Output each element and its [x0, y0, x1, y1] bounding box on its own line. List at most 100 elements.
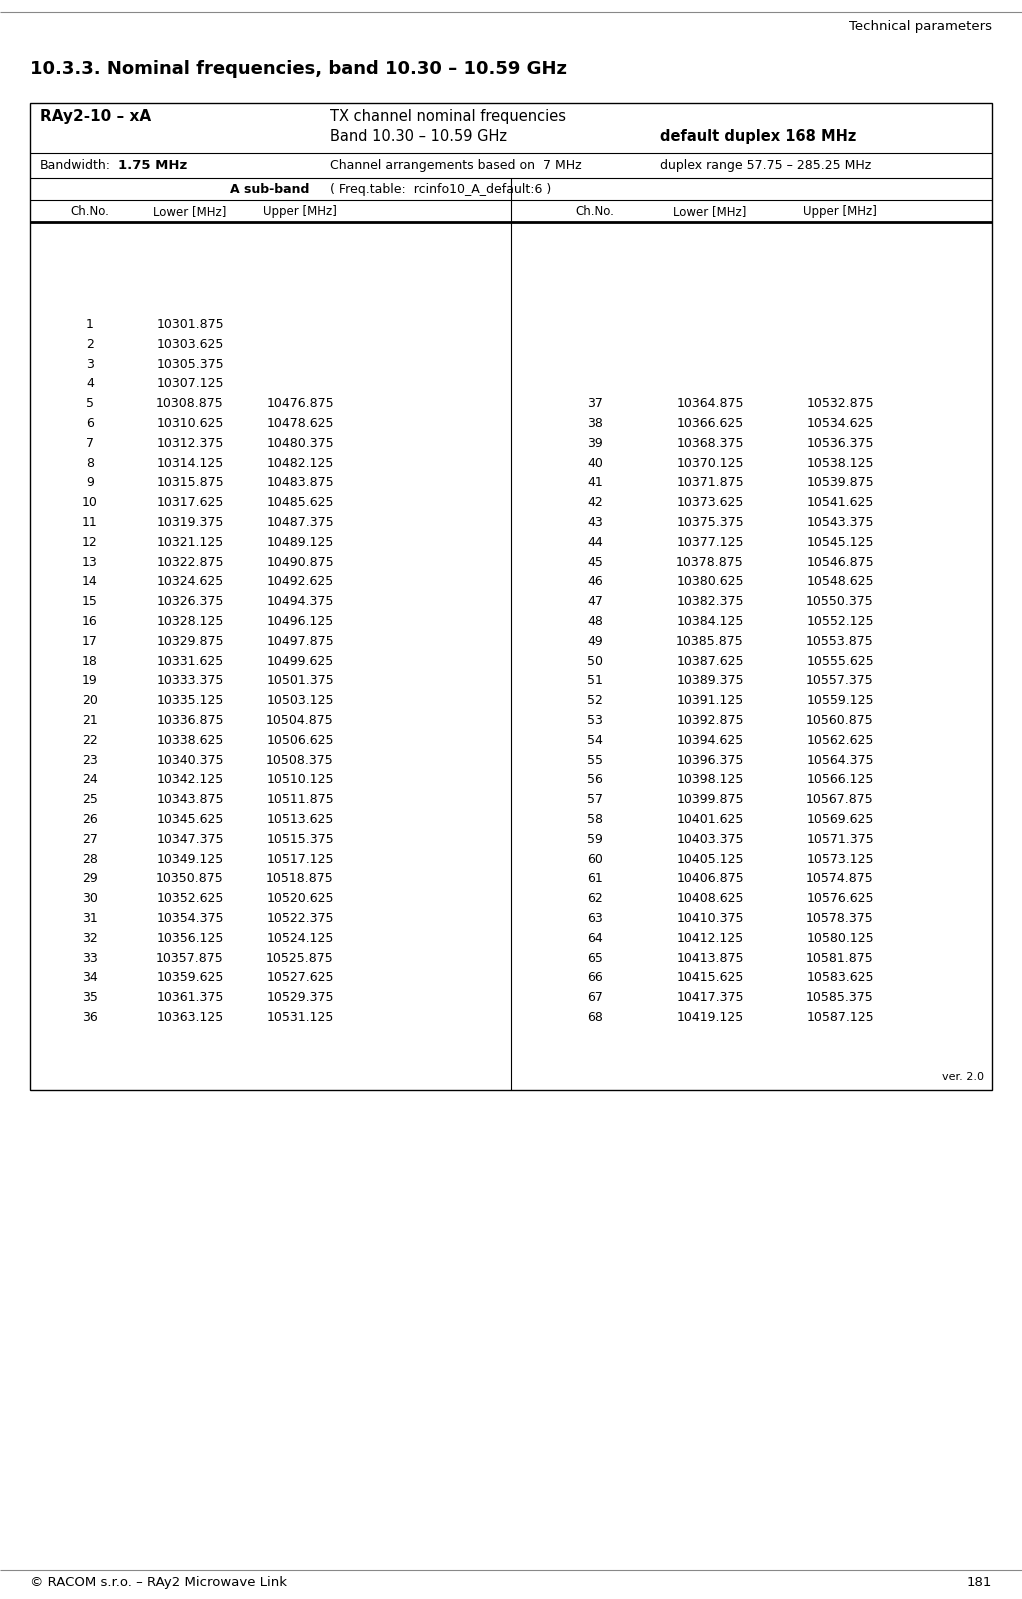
Text: 10567.875: 10567.875 [806, 793, 874, 806]
Text: 10548.625: 10548.625 [806, 576, 874, 588]
Text: 20: 20 [82, 694, 98, 707]
Text: 10345.625: 10345.625 [156, 812, 224, 827]
Text: 8: 8 [86, 457, 94, 470]
Text: 10385.875: 10385.875 [677, 635, 744, 648]
Text: 49: 49 [587, 635, 603, 648]
Text: 10378.875: 10378.875 [677, 555, 744, 569]
Text: 33: 33 [82, 951, 98, 964]
Text: 10518.875: 10518.875 [266, 873, 334, 886]
Text: 65: 65 [587, 951, 603, 964]
Text: 10308.875: 10308.875 [156, 397, 224, 411]
Text: 10321.125: 10321.125 [156, 536, 224, 548]
Text: 10326.375: 10326.375 [156, 595, 224, 608]
Text: 13: 13 [82, 555, 98, 569]
Text: 10531.125: 10531.125 [267, 1011, 334, 1023]
Text: 10398.125: 10398.125 [677, 774, 744, 787]
Text: 43: 43 [587, 516, 603, 529]
Text: Upper [MHz]: Upper [MHz] [803, 205, 877, 217]
Text: 10510.125: 10510.125 [267, 774, 334, 787]
Text: Lower [MHz]: Lower [MHz] [153, 205, 227, 217]
Text: 10387.625: 10387.625 [677, 654, 744, 668]
Text: 10578.375: 10578.375 [806, 911, 874, 924]
Text: 10557.375: 10557.375 [806, 675, 874, 688]
Text: 10317.625: 10317.625 [156, 496, 224, 508]
Text: 10483.875: 10483.875 [266, 477, 334, 489]
Text: 10543.375: 10543.375 [806, 516, 874, 529]
Text: 30: 30 [82, 892, 98, 905]
Text: 27: 27 [82, 833, 98, 846]
Text: 10373.625: 10373.625 [677, 496, 744, 508]
Text: 10476.875: 10476.875 [266, 397, 334, 411]
Text: 7: 7 [86, 437, 94, 449]
Text: 10559.125: 10559.125 [806, 694, 874, 707]
Text: 10303.625: 10303.625 [156, 337, 224, 350]
Text: 10538.125: 10538.125 [806, 457, 874, 470]
Text: 44: 44 [587, 536, 603, 548]
Text: 10508.375: 10508.375 [266, 753, 334, 766]
Text: 48: 48 [587, 616, 603, 628]
Text: 10571.375: 10571.375 [806, 833, 874, 846]
Text: 10352.625: 10352.625 [156, 892, 224, 905]
Text: 39: 39 [587, 437, 603, 449]
Text: ( Freq.table:  rcinfo10_A_default:6 ): ( Freq.table: rcinfo10_A_default:6 ) [330, 182, 551, 197]
Text: 10522.375: 10522.375 [267, 911, 334, 924]
Text: 55: 55 [587, 753, 603, 766]
Text: Channel arrangements based on  7 MHz: Channel arrangements based on 7 MHz [330, 158, 582, 173]
Text: 10: 10 [82, 496, 98, 508]
Text: 10560.875: 10560.875 [806, 715, 874, 728]
Text: 181: 181 [967, 1577, 992, 1589]
Text: 38: 38 [587, 417, 603, 430]
Text: 10406.875: 10406.875 [677, 873, 744, 886]
Text: 10564.375: 10564.375 [806, 753, 874, 766]
Text: 10552.125: 10552.125 [806, 616, 874, 628]
Text: 10401.625: 10401.625 [677, 812, 744, 827]
Text: 50: 50 [587, 654, 603, 668]
Text: 10499.625: 10499.625 [267, 654, 333, 668]
Text: 10562.625: 10562.625 [806, 734, 874, 747]
Text: 28: 28 [82, 852, 98, 865]
Text: 10583.625: 10583.625 [806, 972, 874, 985]
Text: 10366.625: 10366.625 [677, 417, 744, 430]
Text: 10364.875: 10364.875 [677, 397, 744, 411]
Text: 10529.375: 10529.375 [267, 991, 334, 1004]
Text: 23: 23 [82, 753, 98, 766]
Text: 10382.375: 10382.375 [677, 595, 744, 608]
Text: 4: 4 [86, 377, 94, 390]
Text: 16: 16 [82, 616, 98, 628]
Text: Lower [MHz]: Lower [MHz] [673, 205, 747, 217]
Text: 10363.125: 10363.125 [156, 1011, 224, 1023]
Text: 67: 67 [587, 991, 603, 1004]
Text: 10532.875: 10532.875 [806, 397, 874, 411]
Text: 3: 3 [86, 358, 94, 371]
Text: 10489.125: 10489.125 [267, 536, 334, 548]
Text: 10487.375: 10487.375 [266, 516, 334, 529]
Text: 22: 22 [82, 734, 98, 747]
Text: 10536.375: 10536.375 [806, 437, 874, 449]
Text: Ch.No.: Ch.No. [71, 205, 109, 217]
Text: 10394.625: 10394.625 [677, 734, 744, 747]
Text: 10310.625: 10310.625 [156, 417, 224, 430]
Text: 19: 19 [82, 675, 98, 688]
Text: 10478.625: 10478.625 [267, 417, 334, 430]
Text: 68: 68 [587, 1011, 603, 1023]
Text: 10338.625: 10338.625 [156, 734, 224, 747]
Text: 10305.375: 10305.375 [156, 358, 224, 371]
Text: 10347.375: 10347.375 [156, 833, 224, 846]
Text: 58: 58 [587, 812, 603, 827]
Text: default duplex 168 MHz: default duplex 168 MHz [660, 130, 856, 144]
Text: Ch.No.: Ch.No. [575, 205, 614, 217]
Text: 10525.875: 10525.875 [266, 951, 334, 964]
Text: 29: 29 [82, 873, 98, 886]
Text: 10389.375: 10389.375 [677, 675, 744, 688]
Text: 10534.625: 10534.625 [806, 417, 874, 430]
Text: 10482.125: 10482.125 [267, 457, 334, 470]
Text: 10392.875: 10392.875 [677, 715, 744, 728]
Text: 10566.125: 10566.125 [806, 774, 874, 787]
Text: 10485.625: 10485.625 [267, 496, 334, 508]
Text: 10349.125: 10349.125 [156, 852, 224, 865]
Text: 10410.375: 10410.375 [677, 911, 744, 924]
Text: 10342.125: 10342.125 [156, 774, 224, 787]
Text: Band 10.30 – 10.59 GHz: Band 10.30 – 10.59 GHz [330, 130, 507, 144]
Text: 10343.875: 10343.875 [156, 793, 224, 806]
Text: 11: 11 [82, 516, 98, 529]
